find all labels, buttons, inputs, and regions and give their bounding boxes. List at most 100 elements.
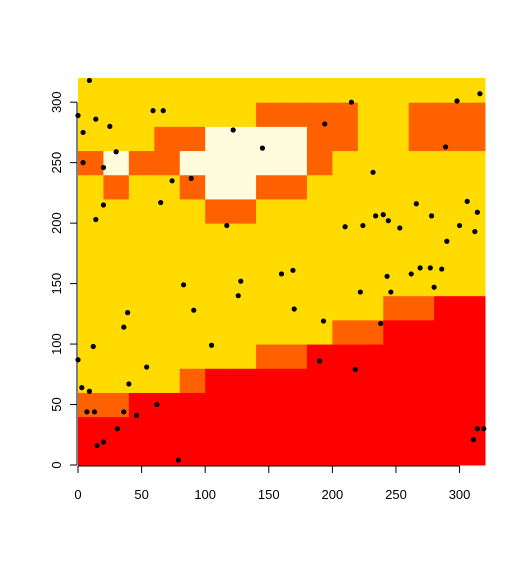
cell [408, 416, 435, 442]
cell [281, 271, 308, 297]
point [125, 310, 131, 316]
x-tick-label: 100 [194, 487, 216, 502]
point [84, 409, 90, 415]
cell [281, 150, 308, 176]
cell [383, 416, 410, 442]
cell [459, 392, 486, 418]
cell [281, 102, 308, 127]
cell [78, 295, 104, 321]
cell [128, 271, 155, 297]
y-tick-label: 50 [49, 397, 64, 411]
cell [306, 223, 333, 248]
cell [179, 319, 206, 345]
cell [205, 319, 232, 345]
point [121, 324, 127, 330]
cell [459, 368, 486, 393]
cell [357, 416, 384, 442]
cell [357, 247, 384, 272]
y-tick-label: 150 [49, 273, 64, 295]
cell [128, 344, 155, 369]
point [408, 271, 414, 277]
cell [459, 223, 486, 248]
cell [103, 319, 130, 345]
cell [154, 271, 181, 297]
cell [128, 416, 155, 442]
cell [154, 78, 181, 103]
y-tick-label: 300 [49, 91, 64, 113]
y-tick-label: 0 [49, 461, 64, 468]
cell [230, 271, 257, 297]
cell [128, 126, 155, 152]
cell [332, 102, 359, 127]
cell [179, 416, 206, 442]
point [373, 213, 379, 219]
cell [408, 150, 435, 176]
cell [205, 368, 232, 393]
cell [459, 126, 486, 152]
cell [205, 271, 232, 297]
x-tick-label: 200 [322, 487, 344, 502]
cell [230, 198, 257, 224]
cell [306, 295, 333, 321]
cell [434, 319, 461, 345]
point [378, 320, 384, 327]
point [397, 225, 403, 231]
cell [383, 78, 410, 103]
cell [179, 392, 206, 418]
point [230, 127, 236, 133]
cell [383, 150, 410, 176]
cell [205, 392, 232, 418]
cell [383, 440, 410, 466]
cell [103, 126, 130, 152]
point [91, 409, 98, 415]
cell [103, 344, 130, 369]
cell [128, 247, 155, 272]
cell [434, 198, 461, 224]
cell [332, 247, 359, 272]
cell [434, 295, 461, 321]
cell [281, 368, 308, 393]
cell [205, 344, 232, 369]
cell [205, 78, 232, 103]
cell [434, 368, 461, 393]
x-tick-label: 150 [258, 487, 280, 502]
cell [128, 368, 155, 393]
cell [103, 271, 130, 297]
point [352, 366, 358, 373]
cell [256, 150, 282, 176]
cell [332, 295, 359, 321]
cell [230, 295, 257, 321]
cell [128, 102, 155, 127]
cell [205, 174, 232, 200]
point [320, 318, 327, 324]
cell [78, 344, 104, 369]
cell [128, 392, 155, 418]
point [370, 169, 376, 175]
cell [281, 247, 308, 272]
cell [103, 150, 130, 176]
point [317, 358, 323, 364]
point [93, 216, 99, 223]
point [472, 228, 478, 235]
cell [459, 440, 486, 466]
cell [205, 126, 232, 152]
cell [78, 319, 104, 345]
point [100, 202, 107, 208]
cell [230, 102, 257, 127]
cell [332, 174, 359, 200]
cell [154, 174, 181, 200]
point [100, 439, 107, 445]
cell [459, 102, 486, 127]
point [86, 388, 93, 394]
cell [78, 223, 104, 248]
cell [281, 392, 308, 418]
cell [434, 440, 461, 466]
point [160, 108, 166, 114]
cell [78, 440, 104, 466]
point [428, 213, 435, 219]
cell [256, 416, 282, 442]
cell [383, 392, 410, 418]
cell [256, 174, 282, 200]
cell [256, 198, 282, 224]
